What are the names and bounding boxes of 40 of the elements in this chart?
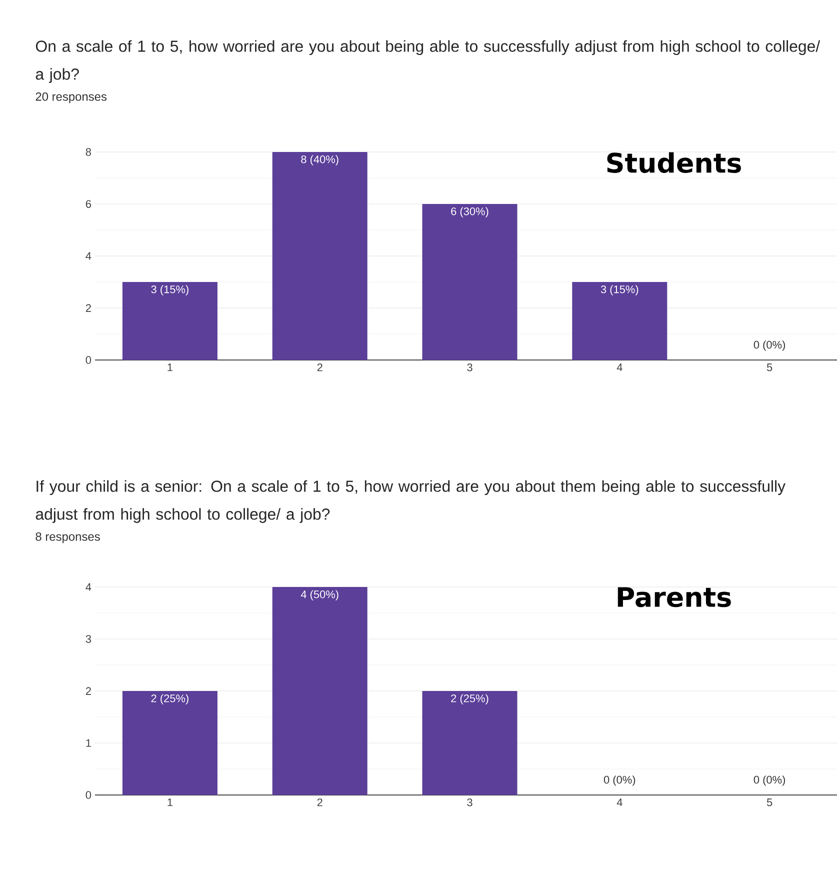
x-tick-label: 3: [467, 798, 472, 806]
data-label: 3 (15%): [151, 285, 188, 296]
data-label: 0 (0%): [754, 340, 785, 351]
data-label: 3 (15%): [600, 285, 638, 296]
bar: [272, 152, 368, 360]
y-tick-label: 3: [86, 635, 91, 643]
x-tick-label: 4: [616, 364, 622, 372]
data-label: 6 (30%): [451, 207, 488, 218]
bar: [572, 282, 668, 360]
y-tick-label: 1: [86, 739, 91, 747]
x-tick-label: 4: [616, 798, 622, 806]
y-tick-label: 8: [86, 148, 91, 156]
x-tick-label: 2: [317, 798, 322, 806]
y-tick-label: 6: [86, 200, 91, 208]
x-tick-label: 5: [766, 798, 772, 806]
data-label: 0 (0%): [604, 776, 636, 786]
y-tick-label: 4: [86, 252, 92, 260]
bar: [122, 282, 218, 360]
x-tick-label: 5: [766, 364, 772, 372]
y-tick-label: 2: [86, 304, 91, 312]
y-tick-label: 0: [86, 356, 92, 364]
data-label: 0 (0%): [754, 776, 785, 786]
annotation: Students: [607, 152, 741, 174]
chart-subtitle: 8 responses: [36, 532, 100, 544]
chart-subtitle: 20 responses: [36, 92, 107, 104]
data-label: 2 (25%): [451, 694, 488, 704]
y-tick-label: 4: [86, 583, 92, 591]
annotation: Parents: [618, 587, 731, 608]
y-tick-label: 0: [86, 791, 92, 799]
chart-title: On a scale of 1 to 5, how worried are you about being able to successfully adjust from high school to college/ a job?: [36, 40, 820, 83]
x-tick-label: 3: [467, 364, 472, 372]
data-label: 8 (40%): [301, 155, 338, 166]
x-tick-label: 2: [317, 364, 322, 372]
y-tick-label: 2: [86, 687, 91, 695]
bar: [422, 204, 518, 360]
chart-title: If your child is a senior: On a scale of 1 to 5, how worried are you about them being able to successfully adjust from high school to college/ a job?: [36, 480, 786, 523]
data-label: 4 (50%): [300, 590, 338, 600]
data-label: 2 (25%): [151, 694, 188, 704]
x-tick-label: 1: [168, 364, 172, 372]
x-tick-label: 1: [168, 798, 172, 806]
